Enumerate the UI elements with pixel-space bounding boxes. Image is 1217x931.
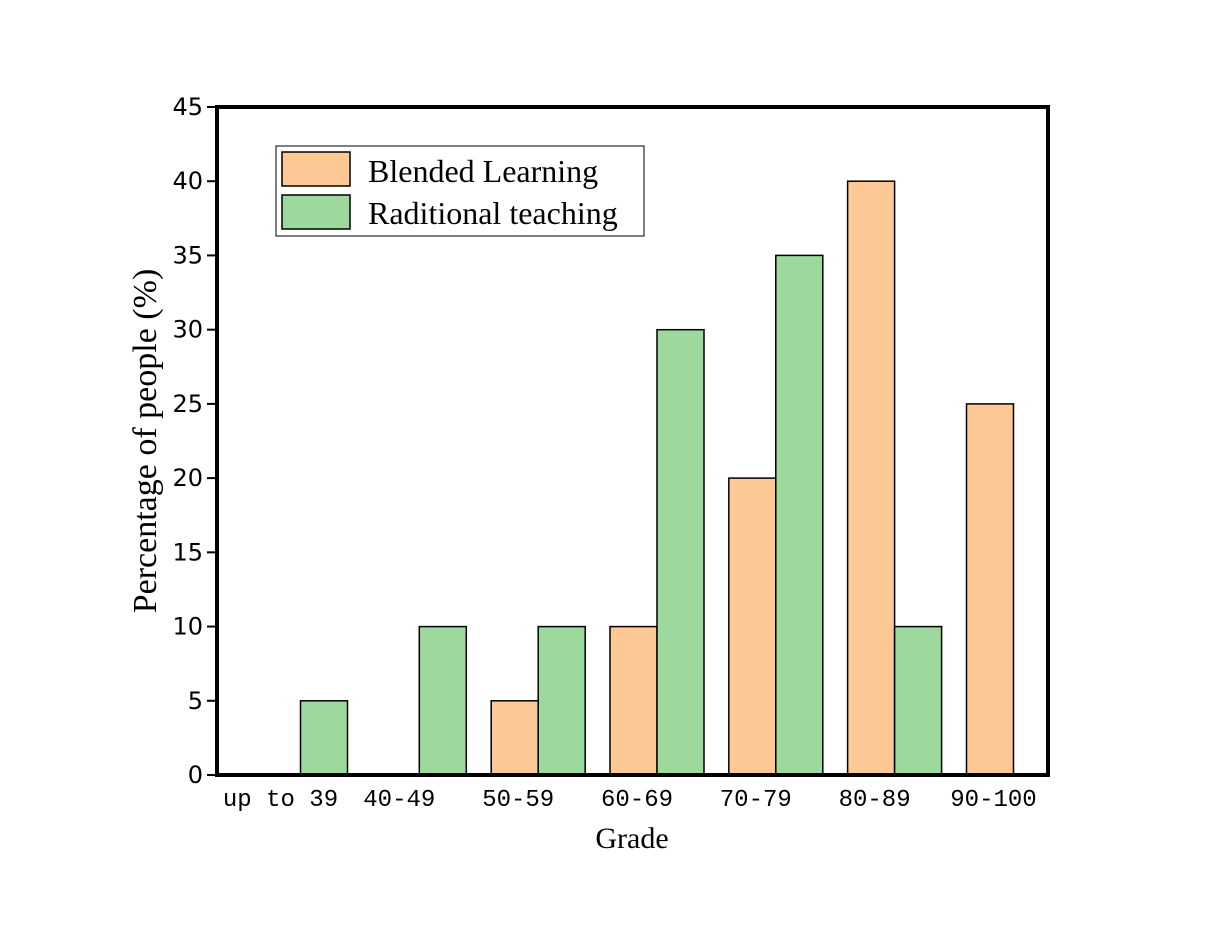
y-axis-ticks: 0 5 10 15 20 25 30 35 40 45: [172, 93, 217, 789]
x-tick-label: 90-100: [950, 787, 1036, 814]
bar-raditional-teaching-50-59: [537, 625, 586, 776]
legend-swatch-traditional: [281, 194, 351, 230]
y-tick-label: 40: [172, 167, 203, 195]
bar-raditional-teaching-80-89: [893, 625, 943, 776]
x-tick-label: 40-49: [363, 787, 435, 814]
bar-blended-learning-90-100: [965, 403, 1015, 776]
x-tick-label: up to 39: [223, 787, 338, 814]
x-tick-label: 80-89: [839, 787, 911, 814]
legend-swatch-blended: [281, 151, 351, 187]
legend-label-blended: Blended Learning: [368, 153, 598, 189]
y-tick-label: 5: [188, 687, 203, 715]
y-tick-label: 20: [172, 464, 203, 492]
x-tick-label: 70-79: [720, 787, 792, 814]
bars: [299, 180, 1015, 776]
y-tick-label: 25: [172, 390, 203, 418]
y-tick-label: 0: [188, 761, 203, 789]
x-axis-tick-labels: up to 39 40-49 50-59 60-69 70-79 80-89 90-100: [223, 787, 1037, 814]
legend: Blended Learning Raditional teaching: [275, 145, 645, 237]
bar-raditional-teaching-60-69: [656, 328, 705, 776]
bar-blended-learning-80-89: [846, 180, 896, 776]
y-axis-title: Percentage of people (%): [127, 269, 164, 614]
bar-blended-learning-70-79: [728, 477, 777, 776]
plot-frame: [215, 105, 1050, 777]
legend-label-traditional: Raditional teaching: [368, 195, 618, 231]
x-tick-label: 60-69: [601, 787, 673, 814]
bar-raditional-teaching-up-to-39: [299, 700, 349, 776]
y-tick-label: 10: [172, 613, 203, 641]
y-tick-label: 15: [172, 538, 203, 566]
x-axis-title: Grade: [595, 822, 668, 855]
y-tick-label: 45: [172, 93, 203, 121]
bar-raditional-teaching-70-79: [775, 254, 824, 776]
bar-blended-learning-50-59: [490, 700, 539, 776]
bar-raditional-teaching-40-49: [418, 625, 468, 776]
bar-blended-learning-60-69: [609, 625, 658, 776]
x-tick-label: 50-59: [482, 787, 554, 814]
y-tick-label: 35: [172, 241, 203, 269]
y-tick-label: 30: [172, 316, 203, 344]
